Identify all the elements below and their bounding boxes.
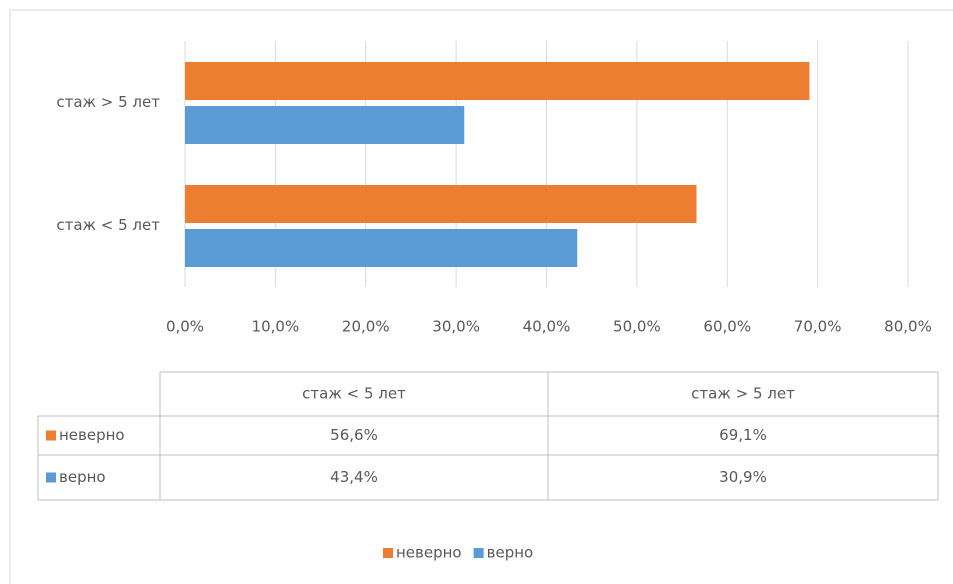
table-row-label: неверно: [59, 426, 125, 444]
x-tick-label: 70,0%: [794, 318, 842, 336]
table-header: стаж < 5 лет: [302, 385, 406, 403]
x-tick-label: 0,0%: [166, 318, 204, 336]
x-tick-label: 50,0%: [613, 318, 661, 336]
table-cell: 69,1%: [719, 426, 767, 444]
legend-label: верно: [487, 544, 534, 562]
x-tick-label: 60,0%: [703, 318, 751, 336]
bar: [185, 106, 465, 144]
table-cell: 30,9%: [719, 468, 767, 486]
table-header: стаж > 5 лет: [691, 385, 795, 403]
legend-key: [473, 548, 484, 558]
table-row-label: верно: [59, 468, 106, 486]
x-tick-label: 40,0%: [523, 318, 571, 336]
bar: [185, 185, 697, 223]
x-tick-label: 80,0%: [884, 318, 932, 336]
bar: [185, 229, 578, 267]
bar: [185, 62, 810, 100]
table-legend-key: [46, 430, 56, 441]
y-tick-label: стаж > 5 лет: [56, 93, 160, 111]
x-tick-label: 30,0%: [432, 318, 480, 336]
x-tick-label: 20,0%: [342, 318, 390, 336]
chart-frame: [9, 9, 953, 584]
table-legend-key: [46, 472, 56, 483]
table-cell: 43,4%: [330, 468, 378, 486]
legend-label: неверно: [396, 544, 462, 562]
table-cell: 56,6%: [330, 426, 378, 444]
legend-key: [383, 548, 393, 558]
x-tick-label: 10,0%: [252, 318, 300, 336]
y-tick-label: стаж < 5 лет: [56, 216, 160, 234]
